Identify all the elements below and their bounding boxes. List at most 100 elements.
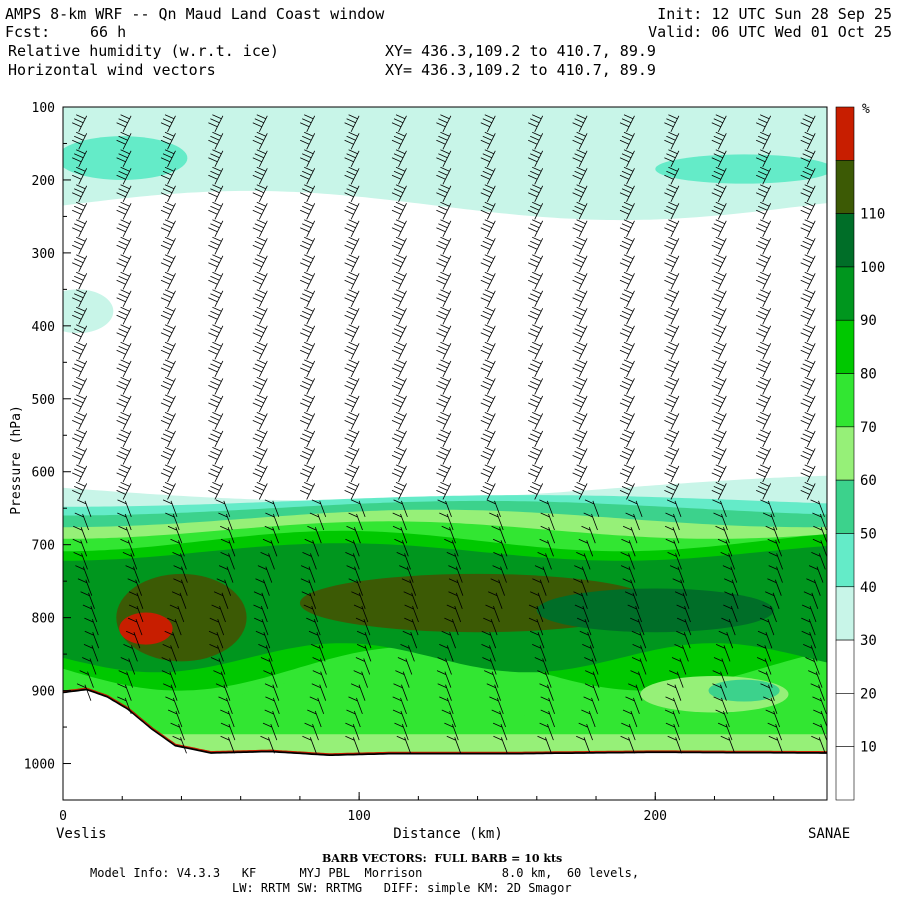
wind-barb bbox=[439, 512, 454, 531]
wind-barb bbox=[300, 289, 316, 307]
wind-barb bbox=[572, 394, 588, 413]
wind-barb bbox=[801, 630, 816, 649]
wind-barb bbox=[302, 735, 317, 754]
chart-title: AMPS 8-km WRF -- Qn Maud Land Coast wind… bbox=[5, 5, 385, 23]
wind-barb bbox=[264, 683, 280, 701]
wind-barb bbox=[480, 412, 496, 430]
x-tick-label: 200 bbox=[644, 809, 667, 824]
wind-barb bbox=[252, 377, 268, 395]
wind-barb bbox=[436, 394, 452, 413]
wind-barb bbox=[711, 324, 727, 342]
wind-barb bbox=[300, 377, 316, 395]
wind-barb bbox=[391, 429, 407, 448]
wind-barb bbox=[309, 512, 325, 531]
wind-barb bbox=[116, 377, 132, 395]
wind-barb bbox=[300, 482, 316, 500]
wind-barb bbox=[480, 131, 496, 150]
wind-barb bbox=[756, 114, 772, 132]
barb-column bbox=[800, 114, 827, 754]
wind-barb bbox=[762, 604, 777, 623]
wind-barb bbox=[800, 377, 816, 395]
wind-barb bbox=[436, 324, 452, 342]
colorbar-bin bbox=[835, 639, 855, 694]
wind-barb bbox=[756, 149, 772, 167]
wind-barb bbox=[619, 324, 635, 342]
wind-barb bbox=[436, 219, 452, 237]
wind-barb bbox=[162, 644, 177, 662]
wind-barb bbox=[756, 464, 772, 483]
y-tick-label: 500 bbox=[32, 393, 55, 408]
wind-barb bbox=[116, 447, 132, 465]
wind-barb bbox=[664, 114, 680, 132]
wind-barb bbox=[619, 184, 635, 202]
wind-barb bbox=[391, 149, 407, 167]
wind-barb bbox=[481, 630, 497, 649]
wind-barb bbox=[711, 271, 727, 290]
wind-barb bbox=[528, 289, 544, 307]
wind-barb bbox=[396, 552, 411, 570]
colorbar-bin bbox=[835, 533, 855, 588]
wind-barb bbox=[631, 657, 647, 675]
wind-barb bbox=[756, 236, 772, 255]
wind-barb bbox=[72, 236, 88, 255]
wind-barb bbox=[344, 447, 360, 465]
colorbar-bin bbox=[835, 213, 855, 268]
wind-barb bbox=[252, 324, 268, 342]
wind-barb bbox=[120, 538, 135, 557]
wind-barb bbox=[480, 359, 496, 378]
wind-barb bbox=[344, 306, 360, 325]
wind-barb bbox=[711, 131, 727, 150]
wind-barb bbox=[392, 512, 407, 531]
wind-barb bbox=[619, 394, 635, 413]
wind-barb bbox=[391, 306, 407, 325]
wind-barb bbox=[160, 166, 176, 185]
colorbar-label: 90 bbox=[860, 313, 877, 329]
wind-barb bbox=[252, 219, 268, 237]
wind-barb bbox=[810, 499, 825, 518]
wind-barb bbox=[672, 578, 687, 596]
wind-barb bbox=[116, 464, 132, 483]
wind-barb bbox=[209, 644, 224, 662]
wind-barb bbox=[165, 696, 180, 715]
wind-barb bbox=[300, 429, 316, 448]
wind-barb bbox=[534, 565, 550, 583]
barb-note: BARB VECTORS: FULL BARB = 10 kts bbox=[322, 852, 563, 865]
wind-barb bbox=[403, 591, 418, 609]
wind-barb bbox=[712, 683, 727, 701]
y-tick-label: 800 bbox=[32, 612, 55, 627]
wind-barb bbox=[574, 604, 590, 623]
wind-barb bbox=[800, 306, 816, 325]
wind-barb bbox=[491, 709, 506, 728]
wind-barb bbox=[619, 131, 635, 150]
x-end-location: SANAE bbox=[808, 826, 850, 842]
wind-barb bbox=[800, 447, 816, 465]
wind-barb bbox=[255, 630, 271, 649]
wind-barb bbox=[252, 359, 268, 378]
wind-barb bbox=[76, 499, 92, 518]
wind-barb bbox=[436, 482, 452, 500]
wind-barb bbox=[302, 552, 317, 570]
wind-barb bbox=[312, 670, 327, 688]
wind-barb bbox=[173, 578, 188, 596]
wind-barb bbox=[713, 657, 729, 675]
rh-upper-40-spot bbox=[63, 289, 114, 334]
wind-barb bbox=[486, 683, 501, 701]
wind-barb bbox=[664, 131, 680, 150]
colorbar-label: 100 bbox=[860, 260, 885, 276]
wind-barb bbox=[208, 149, 224, 167]
wind-barb bbox=[664, 377, 680, 395]
wind-barb bbox=[619, 289, 635, 307]
wind-barb bbox=[480, 429, 496, 448]
wind-barb bbox=[800, 166, 816, 185]
wind-barb bbox=[711, 201, 727, 220]
y-tick-label: 300 bbox=[32, 247, 55, 262]
wind-barb bbox=[300, 359, 316, 378]
wind-barb bbox=[72, 359, 88, 378]
wind-barb bbox=[528, 359, 544, 378]
wind-barb bbox=[756, 131, 772, 150]
wind-barb bbox=[260, 735, 275, 754]
wind-barb bbox=[252, 114, 268, 132]
wind-barb bbox=[664, 341, 680, 360]
wind-barb bbox=[572, 359, 588, 378]
wind-barb bbox=[480, 254, 496, 272]
